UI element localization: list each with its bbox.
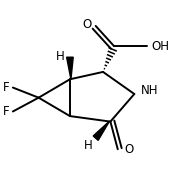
Text: F: F	[3, 81, 10, 94]
Text: O: O	[83, 18, 92, 32]
Text: H: H	[55, 50, 64, 63]
Text: O: O	[125, 143, 134, 156]
Text: NH: NH	[141, 84, 158, 97]
Text: F: F	[3, 105, 10, 118]
Text: H: H	[84, 139, 93, 152]
Polygon shape	[93, 121, 110, 140]
Text: OH: OH	[152, 40, 170, 53]
Polygon shape	[67, 57, 73, 79]
